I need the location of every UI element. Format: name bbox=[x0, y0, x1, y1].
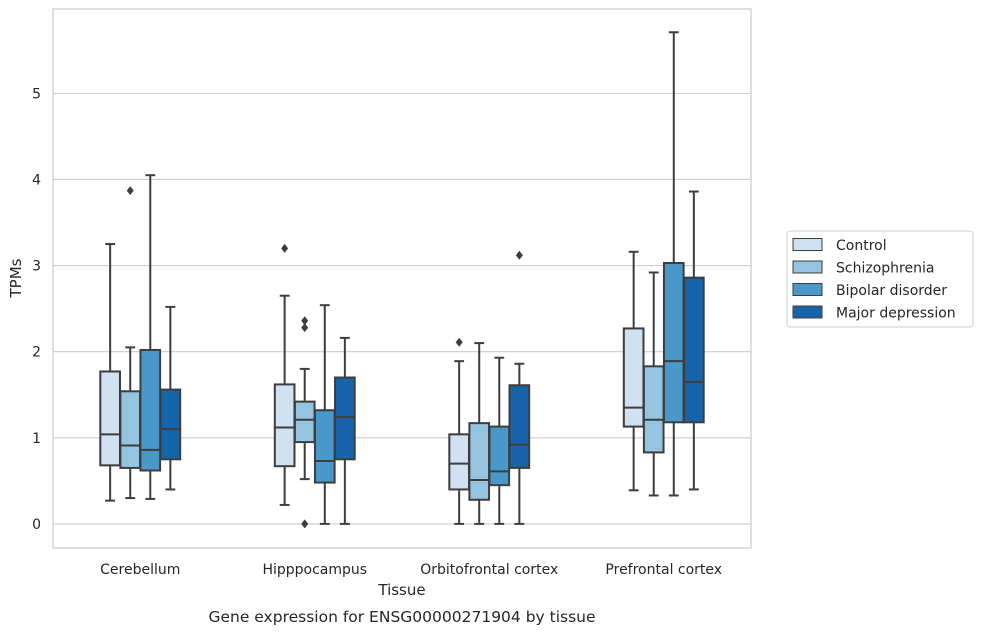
box-group bbox=[488, 356, 511, 525]
box-group bbox=[139, 174, 162, 500]
box-group bbox=[99, 243, 121, 502]
box-iqr bbox=[683, 276, 705, 424]
box-group bbox=[159, 305, 182, 491]
legend-swatch bbox=[792, 305, 823, 319]
y-tick-labels: 0 1 2 3 4 5 bbox=[32, 86, 41, 533]
y-tick-label: 4 bbox=[32, 172, 41, 188]
y-tick-label: 3 bbox=[32, 259, 41, 275]
box-iqr bbox=[642, 365, 665, 454]
outlier-point bbox=[281, 243, 289, 253]
outlier-point bbox=[515, 250, 523, 260]
legend-swatch bbox=[792, 238, 823, 251]
box-iqr bbox=[508, 384, 531, 469]
box-iqr bbox=[488, 425, 511, 487]
y-tick-label: 5 bbox=[32, 86, 41, 102]
box-iqr bbox=[139, 348, 162, 472]
legend-label: Major depression bbox=[836, 306, 956, 322]
plot-frame bbox=[52, 8, 752, 549]
box-group bbox=[448, 337, 470, 525]
x-tick-label: Prefrontal cortex bbox=[605, 562, 722, 578]
y-axis-label: TPMs bbox=[7, 258, 25, 298]
legend-swatch bbox=[792, 283, 823, 296]
box-iqr bbox=[293, 400, 316, 444]
chart-caption: Gene expression for ENSG00000271904 by t… bbox=[208, 608, 595, 626]
box-iqr bbox=[313, 409, 336, 484]
box-group bbox=[313, 304, 336, 525]
y-tick-label: 0 bbox=[32, 517, 41, 533]
box-group bbox=[662, 31, 685, 497]
legend-label: Bipolar disorder bbox=[836, 283, 947, 299]
box-iqr bbox=[273, 383, 296, 468]
box-iqr bbox=[334, 376, 356, 461]
y-tick-label: 2 bbox=[32, 345, 41, 361]
legend: Control Schizophrenia Bipolar disorder Majo… bbox=[786, 230, 974, 328]
box-group bbox=[334, 336, 356, 525]
legend-label: Schizophrenia bbox=[836, 261, 934, 277]
box-iqr bbox=[622, 327, 645, 428]
box-iqr bbox=[448, 433, 470, 491]
legend-items: Control Schizophrenia Bipolar disorder Majo… bbox=[792, 238, 956, 322]
box-group bbox=[508, 250, 531, 525]
box-iqr bbox=[468, 422, 491, 501]
box-group bbox=[683, 190, 705, 491]
x-tick-label: Cerebellum bbox=[100, 562, 180, 578]
legend-frame bbox=[786, 230, 974, 328]
outlier-point bbox=[126, 186, 134, 196]
box-iqr bbox=[662, 262, 685, 424]
outlier-point bbox=[301, 519, 309, 529]
x-tick-labels: Cerebellum Hipppocampus Orbitofrontal cort… bbox=[100, 562, 722, 578]
legend-swatch bbox=[792, 260, 823, 274]
box-iqr bbox=[119, 390, 142, 469]
box-iqr bbox=[159, 388, 182, 461]
x-tick-label: Orbitofrontal cortex bbox=[420, 562, 558, 578]
y-tick-label: 1 bbox=[32, 431, 41, 447]
legend-label: Control bbox=[836, 238, 887, 254]
outlier-point bbox=[301, 323, 309, 333]
box-group bbox=[622, 250, 645, 492]
x-tick-label: Hipppocampus bbox=[262, 562, 367, 578]
box-iqr bbox=[99, 370, 121, 467]
outlier-point bbox=[301, 316, 309, 326]
box-layer bbox=[99, 31, 705, 529]
x-axis-label: Tissue bbox=[377, 581, 425, 599]
outlier-point bbox=[455, 337, 463, 347]
